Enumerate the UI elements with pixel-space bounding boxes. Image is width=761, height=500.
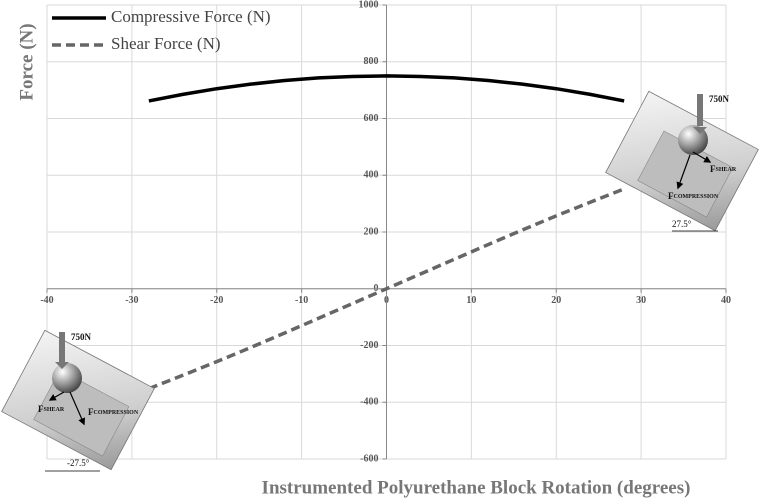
x-tick-label: 30 bbox=[636, 295, 646, 306]
inset-right: 750N FSHEAR FCOMPRESSION 27.5° bbox=[605, 90, 759, 232]
x-tick-label: -30 bbox=[125, 295, 138, 306]
load-label: 750N bbox=[709, 94, 730, 104]
plot: Compressive Force (N) Shear Force (N) bbox=[52, 7, 625, 391]
inset-box bbox=[605, 90, 759, 232]
y-tick-label: -400 bbox=[360, 397, 378, 408]
y-tick-label: 400 bbox=[364, 170, 379, 181]
angle-label: -27.5° bbox=[67, 458, 90, 468]
x-tick-label: -10 bbox=[295, 295, 308, 306]
shear-label: FSHEAR bbox=[38, 404, 65, 414]
x-tick-label: 20 bbox=[551, 295, 561, 306]
x-tick-label: 10 bbox=[466, 295, 476, 306]
y-tick-label: -200 bbox=[360, 340, 378, 351]
series-line bbox=[148, 74, 625, 103]
y-tick-label: 600 bbox=[364, 113, 379, 124]
x-tick-label: -20 bbox=[210, 295, 223, 306]
inset-box bbox=[1, 329, 155, 471]
y-tick-label: 800 bbox=[364, 56, 379, 67]
shear-label: FSHEAR bbox=[710, 164, 737, 174]
legend-label: Compressive Force (N) bbox=[111, 7, 271, 26]
x-tick-label: -40 bbox=[40, 295, 53, 306]
series-line bbox=[148, 187, 625, 391]
y-tick-label: 1000 bbox=[359, 0, 379, 10]
y-axis-label: Force (N) bbox=[16, 23, 37, 100]
y-tick-label: -600 bbox=[360, 453, 378, 464]
legend-label: Shear Force (N) bbox=[111, 34, 221, 53]
y-tick-label: 200 bbox=[364, 226, 379, 237]
load-label: 750N bbox=[71, 332, 92, 342]
angle-label: 27.5° bbox=[672, 219, 692, 229]
compression-label: FCOMPRESSION bbox=[88, 407, 139, 417]
x-axis-label: Instrumented Polyurethane Block Rotation… bbox=[262, 477, 691, 498]
inset-left: 750N FSHEAR FCOMPRESSION -27.5° bbox=[1, 329, 155, 472]
ball bbox=[52, 363, 82, 393]
x-tick-label: 40 bbox=[721, 295, 731, 306]
compression-label: FCOMPRESSION bbox=[668, 191, 719, 201]
